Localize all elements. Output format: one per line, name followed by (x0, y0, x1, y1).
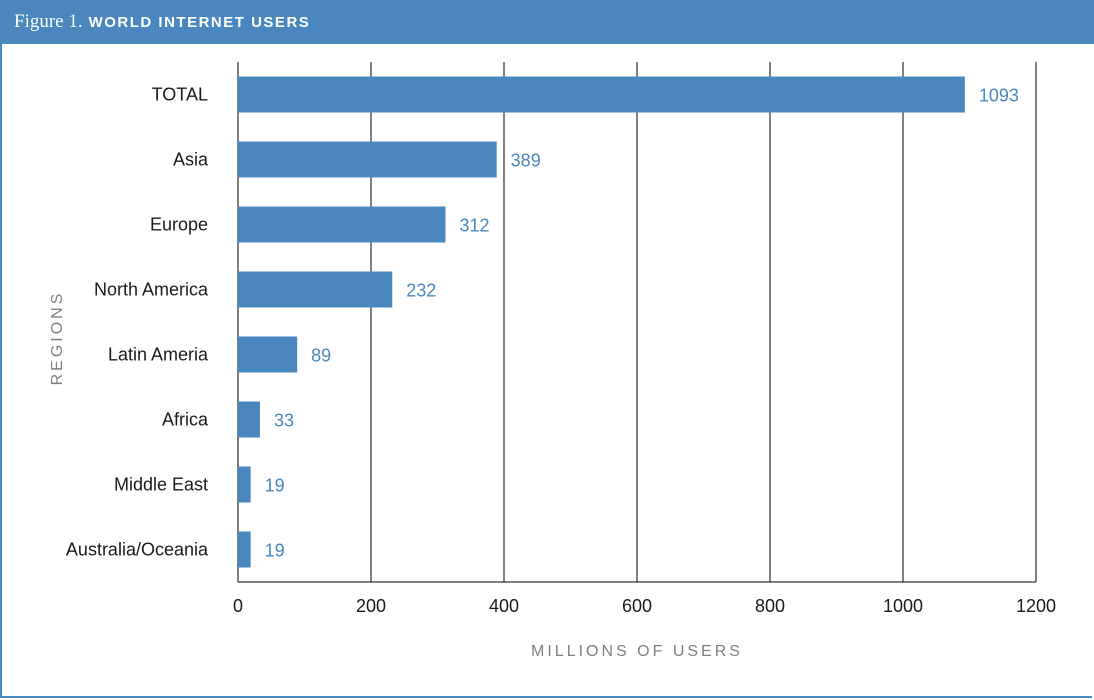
category-label: Europe (150, 215, 208, 235)
bars (238, 76, 965, 568)
category-label: Latin Ameria (108, 345, 209, 365)
bar-australia-oceania (238, 531, 251, 568)
data-label: 19 (265, 476, 285, 496)
data-label: 19 (265, 541, 285, 561)
x-tick-label: 1000 (883, 596, 923, 616)
data-label: 89 (311, 346, 331, 366)
x-tick-label: 0 (233, 596, 243, 616)
bar-africa (238, 401, 260, 438)
x-tick-label: 600 (622, 596, 652, 616)
figure-label: Figure 1. (14, 11, 83, 32)
data-label: 1093 (979, 86, 1019, 106)
figure-title: WORLD INTERNET USERS (88, 13, 311, 31)
category-label: Middle East (114, 475, 208, 495)
bar-asia (238, 141, 497, 178)
x-tick-label: 1200 (1016, 596, 1056, 616)
category-label: Australia/Oceania (66, 540, 209, 560)
x-tick-label: 800 (755, 596, 785, 616)
x-tick-label: 400 (489, 596, 519, 616)
category-label: Africa (162, 410, 209, 430)
data-label: 232 (406, 281, 436, 301)
data-label: 312 (459, 216, 489, 236)
bar-middle-east (238, 466, 251, 503)
bar-total (238, 76, 965, 113)
category-label: Asia (173, 150, 209, 170)
bar-north-america (238, 271, 393, 308)
bar-latin-ameria (238, 336, 298, 373)
category-label: TOTAL (152, 85, 208, 105)
x-tick-label: 200 (356, 596, 386, 616)
labels: 0 200 400 600 800 1000 1200 TOTAL 1093 Asia 389 Eur… (66, 85, 1056, 617)
data-label: 389 (511, 151, 541, 171)
x-axis-title: MILLIONS OF USERS (531, 643, 743, 660)
bar-europe (238, 206, 446, 243)
gridlines (237, 62, 1037, 583)
data-label: 33 (274, 411, 294, 431)
y-axis-title: REGIONS (49, 291, 66, 386)
category-label: North America (94, 280, 209, 300)
figure-header: Figure 1. WORLD INTERNET USERS (0, 0, 1094, 44)
